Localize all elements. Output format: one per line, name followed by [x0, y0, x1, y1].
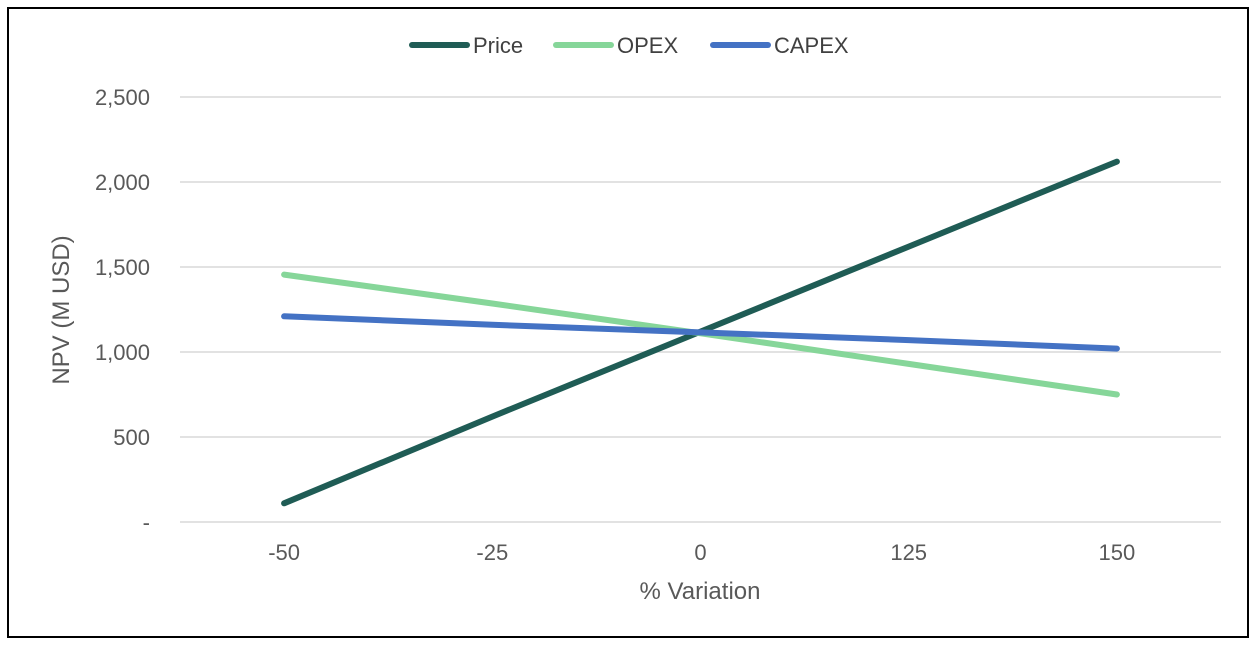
x-tick-label: 0 [694, 540, 706, 565]
y-axis-title: NPV (M USD) [48, 235, 75, 384]
legend-label-opex: OPEX [617, 33, 678, 58]
gridlines [180, 96, 1221, 523]
series-lines [281, 158, 1120, 507]
x-tick-label: -50 [268, 540, 300, 565]
x-axis-title: % Variation [640, 578, 761, 605]
legend-label-capex: CAPEX [774, 33, 849, 58]
legend-label-price: Price [473, 33, 523, 58]
y-tick-label: 2,000 [95, 170, 150, 195]
y-tick-label: 1,000 [95, 340, 150, 365]
y-tick-label: - [143, 510, 150, 535]
y-tick-label: 2,500 [95, 85, 150, 110]
x-tick-label: -25 [476, 540, 508, 565]
y-tick-label: 500 [113, 425, 150, 450]
y-axis-ticks: - 500 1,000 1,500 2,000 2,500 [95, 85, 150, 535]
x-axis-ticks: -50 -25 0 125 150 [268, 540, 1135, 565]
x-tick-label: 150 [1099, 540, 1136, 565]
series-line-capex [281, 313, 1120, 352]
x-tick-label: 125 [890, 540, 927, 565]
y-tick-label: 1,500 [95, 255, 150, 280]
legend: Price OPEX CAPEX [409, 33, 849, 58]
